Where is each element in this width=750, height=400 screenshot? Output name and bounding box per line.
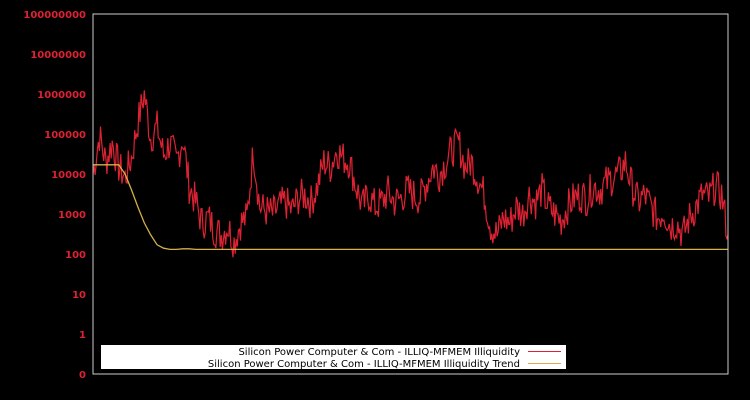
y-axis-tick-labels: 0 1 10 100 1000 10000 100000 1000000 10000000 100…	[23, 10, 86, 381]
y-tick-label: 0	[79, 370, 86, 381]
y-tick-label: 100000	[44, 130, 86, 141]
y-tick-label: 1000000	[37, 90, 86, 101]
y-tick-label: 100000000	[23, 10, 86, 21]
y-tick-label: 1	[79, 330, 86, 341]
y-tick-label: 100	[65, 250, 86, 261]
y-tick-label: 10000	[51, 170, 86, 181]
y-tick-label: 10	[72, 290, 86, 301]
legend: Silicon Power Computer & Com - ILLIQ-MFM…	[101, 345, 566, 370]
plot-area-border	[92, 13, 729, 375]
legend-label-trend: Silicon Power Computer & Com - ILLIQ-MFM…	[208, 359, 520, 370]
plot-series	[92, 90, 729, 258]
illiquidity-series-line	[92, 90, 729, 258]
y-tick-label: 1000	[58, 210, 86, 221]
trend-series-line	[93, 164, 728, 251]
y-tick-label: 10000000	[30, 50, 86, 61]
legend-label-illiquidity: Silicon Power Computer & Com - ILLIQ-MFM…	[238, 347, 520, 358]
legend-box	[101, 345, 566, 369]
